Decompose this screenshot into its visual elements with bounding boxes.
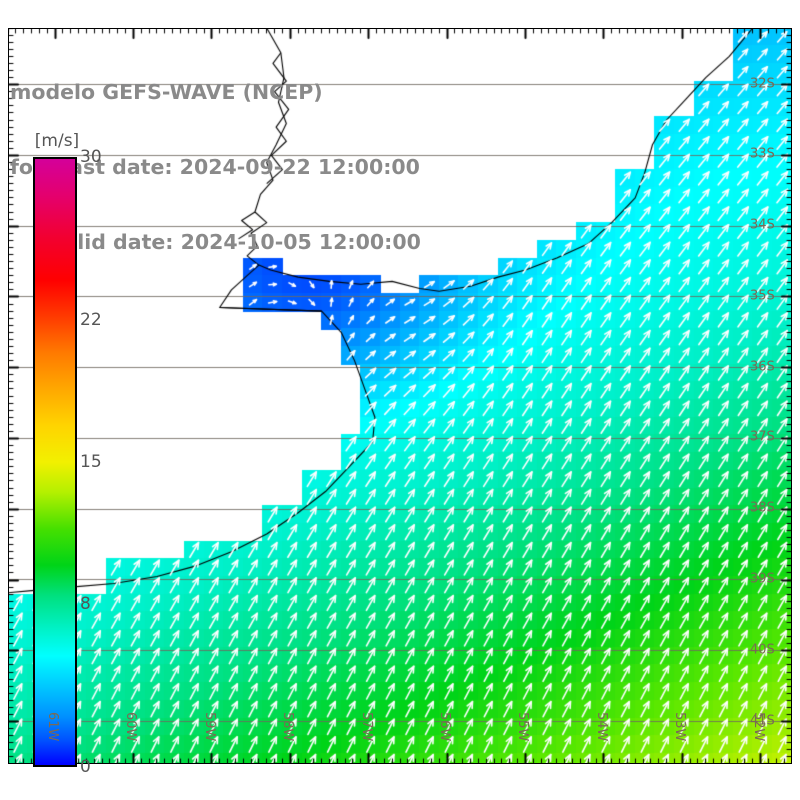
latitude-label-41S: 41S [750,713,775,729]
latitude-label-33S: 33S [750,146,775,162]
latitude-label-36S: 36S [750,359,775,375]
wind-field-canvas[interactable] [8,28,792,764]
latitude-label-37S: 37S [750,429,775,445]
longitude-label-53W: 53W [672,712,688,742]
colorbar-tick-0: 0 [80,757,91,777]
longitude-label-52W: 52W [750,712,766,742]
latitude-label-35S: 35S [750,288,775,304]
title-forecast-date-line: forecast date: 2024-09-22 12:00:00 [10,155,420,179]
longitude-label-58W: 58W [280,712,296,742]
title-model-line: modelo GEFS-WAVE (NCEP) [10,80,323,104]
latitude-label-39S: 39S [750,571,775,587]
longitude-label-55W: 55W [515,712,531,742]
latitude-label-32S: 32S [750,76,775,92]
latitude-label-34S: 34S [750,217,775,233]
colorbar-gradient [33,157,77,767]
colorbar-tick-22: 22 [80,309,102,330]
latitude-label-40S: 40S [750,642,775,658]
colorbar-tick-15: 15 [80,452,102,472]
longitude-label-59W: 59W [201,712,217,742]
colorbar-tick-30: 30 [80,147,102,167]
longitude-label-57W: 57W [358,712,374,742]
map-plot-area[interactable] [8,28,792,764]
longitude-label-60W: 60W [123,712,139,742]
latitude-label-38S: 38S [750,500,775,516]
longitude-label-54W: 54W [593,712,609,742]
colorbar-unit-label: [m/s] [34,131,80,151]
map-title-block: modelo GEFS-WAVE (NCEP) forecast date: 2… [8,30,528,305]
longitude-label-56W: 56W [437,712,453,742]
colorbar[interactable] [33,157,77,767]
colorbar-tick-8: 8 [80,594,91,615]
title-valid-date-line: valid date: 2024-10-05 12:00:00 [50,230,421,254]
longitude-label-61W: 61W [45,712,61,742]
